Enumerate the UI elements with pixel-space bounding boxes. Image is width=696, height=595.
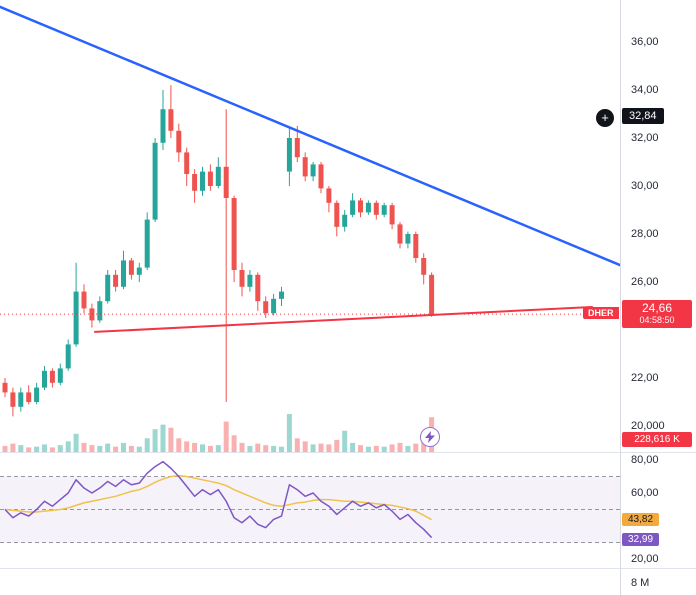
candles-series	[2, 85, 435, 417]
axis-label: 8 M	[631, 577, 650, 589]
lightning-bolt-glyph	[425, 431, 435, 443]
axis-label: 36,00	[631, 36, 659, 48]
chart-plot-canvas[interactable]	[0, 0, 621, 595]
rsi-value-badge: 32,99	[622, 533, 660, 546]
axis-label: 32,00	[631, 132, 659, 144]
add-alert-plus-icon[interactable]: +	[596, 109, 614, 127]
price-axis[interactable]: 36,00 34,00 32,00 30,00 28,00 26,00 22,00 20,00…	[620, 0, 696, 595]
axis-label: 80,00	[631, 454, 659, 466]
lightning-icon[interactable]	[420, 427, 440, 447]
pane-separator[interactable]	[0, 452, 696, 453]
axis-label: 20,00	[631, 553, 659, 565]
axis-label: 60,00	[631, 487, 659, 499]
volume-bars	[2, 414, 435, 452]
axis-label: 22,00	[631, 372, 659, 384]
axis-label: 34,00	[631, 84, 659, 96]
rsi-line	[4, 460, 433, 539]
rsi-ma-value-badge: 43,82	[622, 513, 660, 526]
last-price-badge: 24,66 04:58:50	[622, 300, 692, 328]
axis-label: 26,00	[631, 276, 659, 288]
trendline-descending-resistance	[0, 5, 621, 267]
symbol-price-line-tag: DHER	[583, 307, 619, 319]
axis-label: 30,00	[631, 180, 659, 192]
axis-label: 28,00	[631, 228, 659, 240]
pane-separator[interactable]	[0, 568, 696, 569]
volume-badge: 228,616 K	[622, 432, 692, 447]
alert-price-badge: 32,84	[622, 108, 664, 124]
axis-label: 20,000	[631, 420, 665, 432]
bar-countdown: 04:58:50	[639, 315, 675, 325]
last-price-value: 24,66	[641, 301, 673, 315]
rsi-ma-line	[4, 474, 432, 521]
trendline-ascending-support	[94, 305, 593, 333]
